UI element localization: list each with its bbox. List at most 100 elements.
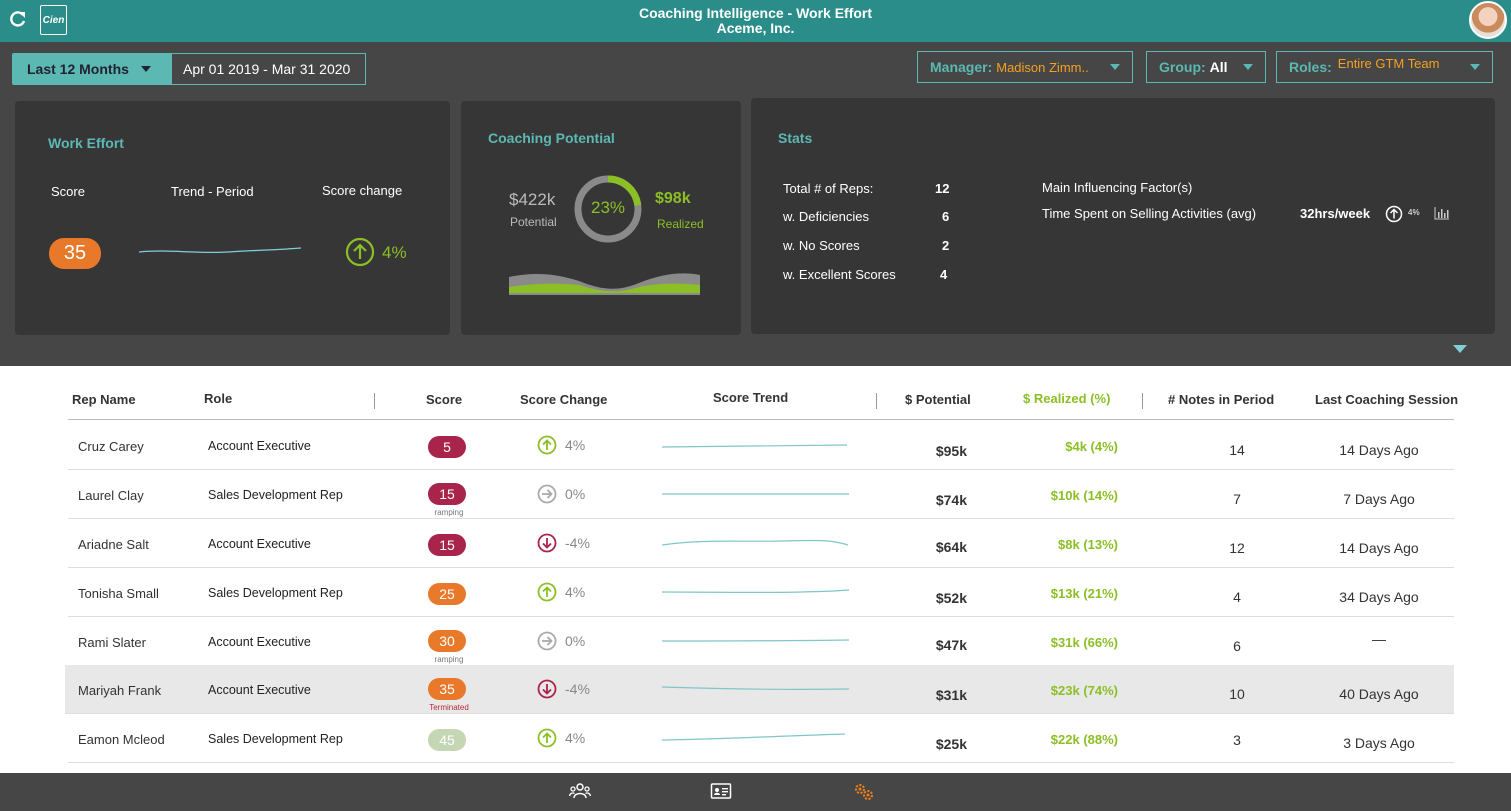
roles-dropdown[interactable]: Roles: Entire GTM Team: [1276, 51, 1493, 83]
realized-value: $31k (66%): [1050, 635, 1118, 650]
manager-label: Manager:: [930, 59, 993, 75]
score-status: ramping: [434, 508, 464, 517]
potential-value: $74k: [935, 492, 967, 508]
col-notes[interactable]: # Notes in Period: [1168, 392, 1275, 407]
last-coaching-session: 14 Days Ago: [1339, 442, 1419, 458]
score-label: Score: [51, 184, 85, 199]
score-change: -4%: [537, 679, 590, 699]
rep-name[interactable]: Eamon Mcleod: [78, 732, 165, 747]
work-effort-score: 35: [49, 238, 101, 269]
rep-name[interactable]: Laurel Clay: [78, 488, 144, 503]
rep-role: Sales Development Rep: [208, 586, 343, 600]
rep-name[interactable]: Rami Slater: [78, 635, 146, 650]
rep-role: Sales Development Rep: [208, 732, 343, 746]
realized-value: $98k: [655, 190, 691, 207]
settings-cog-icon[interactable]: [853, 781, 875, 801]
roles-label: Roles:: [1289, 59, 1332, 75]
table-row[interactable]: Ariadne Salt Account Executive 15 -4% $64k $8…: [68, 519, 1454, 568]
period-dropdown[interactable]: Last 12 Months: [12, 53, 171, 85]
table-row[interactable]: Eamon Mcleod Sales Development Rep 45 4% $25…: [68, 714, 1454, 763]
contact-card-icon[interactable]: [710, 781, 732, 801]
last-coaching-session: 40 Days Ago: [1339, 686, 1419, 702]
score-change-label: Score change: [322, 183, 403, 198]
stat-label: Total # of Reps:: [783, 181, 874, 196]
group-dropdown[interactable]: Group: All: [1146, 51, 1266, 83]
column-separator: [374, 393, 375, 409]
page-title: Coaching Intelligence - Work Effort Acem…: [0, 6, 1511, 36]
score-change-value: -4%: [565, 535, 590, 551]
score-badge: 30: [428, 630, 466, 652]
last-coaching-session: 14 Days Ago: [1339, 540, 1419, 556]
caret-down-icon: [1110, 64, 1120, 70]
notes-count: 10: [1229, 686, 1245, 702]
col-last-session[interactable]: Last Coaching Session: [1315, 392, 1459, 407]
column-separator: [1142, 393, 1143, 409]
realized-value: $23k (74%): [1050, 683, 1118, 698]
rep-role: Account Executive: [208, 537, 311, 551]
col-score-trend[interactable]: Score Trend: [713, 390, 789, 405]
bottom-nav: [0, 773, 1511, 811]
score-change: 4%: [537, 582, 585, 602]
table-row[interactable]: Laurel Clay Sales Development Rep 15 rampin…: [68, 470, 1454, 519]
factor-label: Time Spent on Selling Activities (avg): [1042, 206, 1257, 221]
table-row[interactable]: Rami Slater Account Executive 30 ramping 0% $…: [68, 617, 1454, 666]
realized-donut: [574, 175, 642, 243]
team-icon[interactable]: [569, 781, 591, 801]
realized-value: $8k (13%): [1058, 537, 1118, 552]
col-role[interactable]: Role: [204, 391, 233, 406]
potential-value: $64k: [935, 539, 967, 555]
potential-value: $52k: [935, 590, 967, 606]
coaching-potential-title: Coaching Potential: [488, 130, 615, 146]
col-realized[interactable]: $ Realized (%): [1023, 391, 1111, 406]
table-row[interactable]: Cruz Carey Account Executive 5 4% $95k $4k (4…: [68, 421, 1454, 470]
score-badge: 15: [428, 534, 466, 556]
col-score[interactable]: Score: [426, 392, 463, 407]
caret-down-icon: [1470, 64, 1480, 70]
rep-name[interactable]: Mariyah Frank: [78, 683, 162, 698]
rep-role: Account Executive: [208, 439, 311, 453]
rep-name[interactable]: Cruz Carey: [78, 439, 144, 454]
work-effort-change: 4%: [382, 243, 407, 262]
last-coaching-session: 3 Days Ago: [1343, 735, 1415, 751]
notes-count: 4: [1233, 589, 1241, 605]
score-change: 4%: [537, 435, 585, 455]
score-trend-sparkline: [662, 733, 846, 741]
realized-value: $10k (14%): [1050, 488, 1118, 503]
arrow-up-circle-icon: [537, 582, 557, 602]
stat-value: 2: [942, 238, 950, 253]
avatar[interactable]: [1469, 1, 1507, 39]
realized-value: $4k (4%): [1065, 439, 1118, 454]
potential-value: $31k: [935, 687, 967, 703]
col-score-change[interactable]: Score Change: [520, 392, 608, 407]
score-change: 0%: [537, 484, 585, 504]
col-rep-name[interactable]: Rep Name: [72, 392, 136, 407]
score-trend-sparkline: [662, 493, 849, 495]
stat-value: 12: [935, 181, 950, 196]
table-row[interactable]: Tonisha Small Sales Development Rep 25 4% $5…: [68, 568, 1454, 617]
filter-bar: Last 12 Months Apr 01 2019 - Mar 31 2020…: [0, 42, 1511, 92]
manager-value: Madison Zimm..: [996, 59, 1089, 75]
stat-value: 4: [940, 267, 948, 282]
refresh-icon[interactable]: [8, 9, 28, 29]
expand-chevron-icon[interactable]: [1453, 345, 1467, 353]
score-change: -4%: [537, 533, 590, 553]
score-badge: 45: [428, 729, 466, 751]
top-bar: Cien Coaching Intelligence - Work Effort…: [0, 0, 1511, 42]
manager-dropdown[interactable]: Manager: Madison Zimm..: [917, 51, 1133, 83]
notes-count: 3: [1233, 732, 1241, 748]
period-range[interactable]: Apr 01 2019 - Mar 31 2020: [171, 53, 366, 85]
col-potential[interactable]: $ Potential: [905, 392, 971, 407]
arrow-up-circle-icon: [1385, 205, 1403, 223]
realized-percent: 23%: [590, 198, 626, 217]
score-trend-sparkline: [662, 639, 850, 642]
arrow-up-circle-icon: [537, 435, 557, 455]
stat-label: w. No Scores: [783, 238, 860, 253]
factor-change: 4%: [1408, 208, 1420, 217]
rep-name[interactable]: Ariadne Salt: [78, 537, 149, 552]
table-row[interactable]: Mariyah Frank Account Executive 35 Terminat…: [65, 665, 1454, 714]
bar-chart-icon[interactable]: [1434, 206, 1450, 220]
score-trend-sparkline: [662, 539, 849, 546]
rep-name[interactable]: Tonisha Small: [78, 586, 159, 601]
cien-logo: Cien: [40, 5, 67, 35]
potential-value: $95k: [935, 443, 967, 459]
